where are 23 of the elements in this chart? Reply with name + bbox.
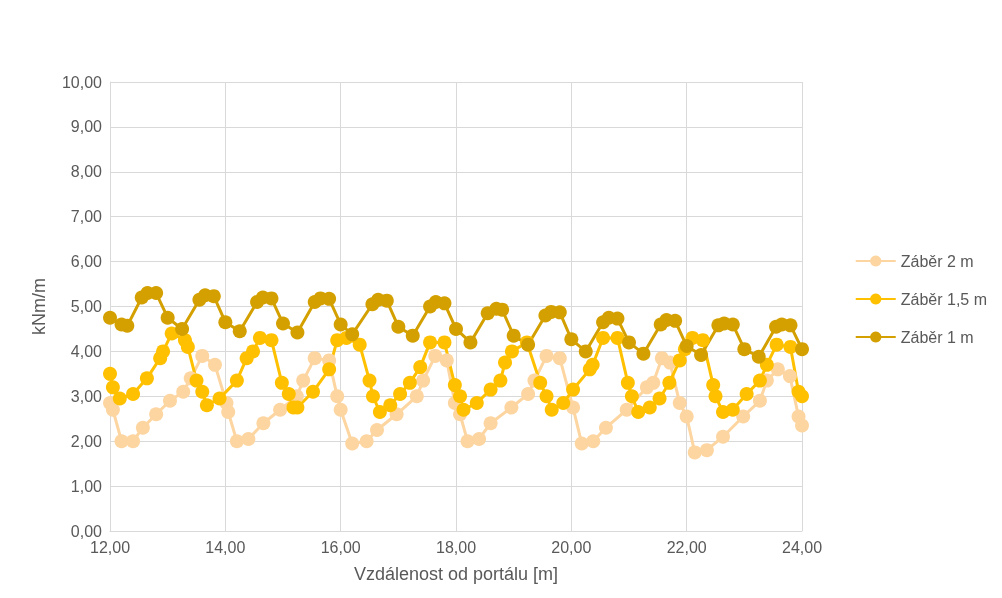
legend-label: Záběr 1,5 m [900,290,988,308]
x-tick-label: 12,00 [89,538,131,556]
x-tick-label: 18,00 [435,538,477,556]
y-tick-label: 8,00 [70,163,103,181]
y-tick-label: 7,00 [70,208,103,226]
x-tick-label: 16,00 [320,538,361,556]
y-tick-label: 6,00 [70,253,103,271]
y-tick-label: 3,00 [70,387,103,405]
y-tick-label: 9,00 [70,118,103,136]
y-tick-label: 10,00 [61,73,103,91]
y-tick-label: 0,00 [70,522,103,540]
x-tick-label: 14,00 [205,538,246,556]
y-tick-label: 5,00 [70,298,103,315]
x-tick-label: 24,00 [781,538,823,556]
legend-label: Záběr 2 m [900,252,974,270]
y-tick-label: 4,00 [70,342,103,360]
y-tick-label: 1,00 [70,477,103,495]
y-axis-title: kNm/m [29,278,49,335]
x-axis-title: Vzdálenost od portálu [m] [353,564,559,584]
x-tick-label: 20,00 [551,538,592,556]
y-tick-label: 2,00 [70,432,103,450]
x-tick-label: 22,00 [666,538,707,556]
legend-label: Záběr 1 m [900,328,974,346]
